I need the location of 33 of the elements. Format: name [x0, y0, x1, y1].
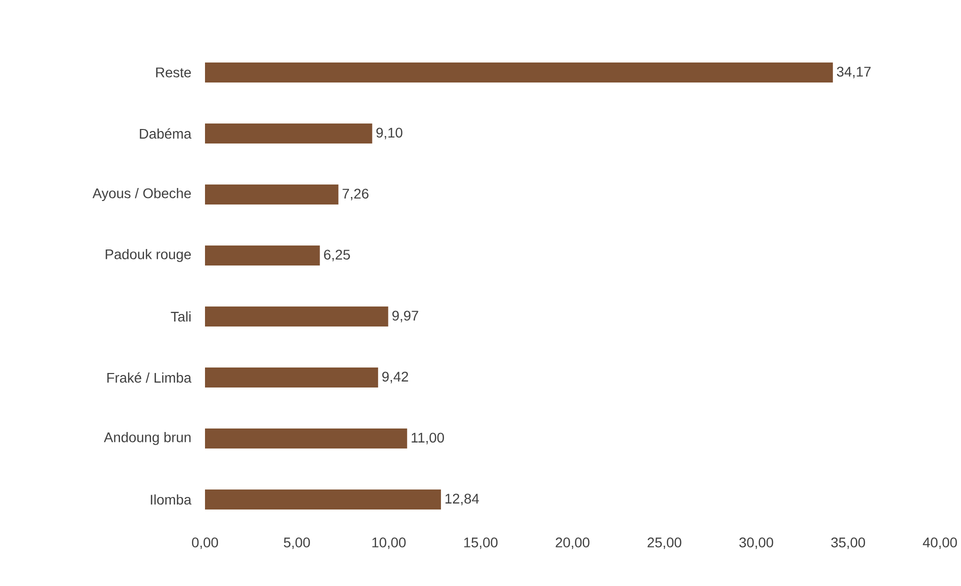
data-label: 9,10 [376, 128, 402, 140]
y-tick-label: Padouk rouge [106, 249, 191, 262]
y-tick-label: Ayous / Obeche [92, 188, 191, 202]
bar [205, 306, 388, 327]
data-label: 9,42 [382, 372, 408, 384]
y-tick-label: Tali [170, 311, 191, 322]
bar [205, 490, 441, 510]
x-tick-label: 30,00 [739, 538, 774, 550]
bar [205, 62, 833, 83]
y-tick-label: Dabéma [140, 128, 192, 139]
y-tick-label: Fraké / Limba [107, 372, 192, 383]
data-label: 11,00 [412, 432, 444, 444]
data-label: 9,97 [392, 310, 418, 322]
x-tick-label: 40,00 [922, 538, 957, 550]
x-tick-label: 5,00 [284, 538, 310, 550]
data-label: 6,25 [324, 250, 350, 262]
x-tick-label: 0,00 [192, 538, 218, 550]
bar [205, 124, 372, 144]
data-label: 34,17 [836, 66, 871, 78]
y-tick-label: Reste [156, 68, 191, 78]
bar [205, 368, 378, 388]
bar [205, 428, 408, 449]
x-tick-label: 15,00 [464, 538, 498, 550]
x-tick-label: 10,00 [372, 538, 406, 550]
x-tick-label: 20,00 [556, 538, 590, 550]
x-tick-label: 35,00 [831, 538, 866, 550]
bar [205, 184, 338, 205]
y-tick-label: Andoung brun [104, 432, 191, 446]
x-tick-label: 25,00 [648, 538, 682, 550]
y-tick-label: Ilomba [150, 494, 192, 505]
bar [205, 246, 320, 266]
data-label: 7,26 [342, 188, 368, 200]
data-label: 12,84 [446, 494, 479, 506]
